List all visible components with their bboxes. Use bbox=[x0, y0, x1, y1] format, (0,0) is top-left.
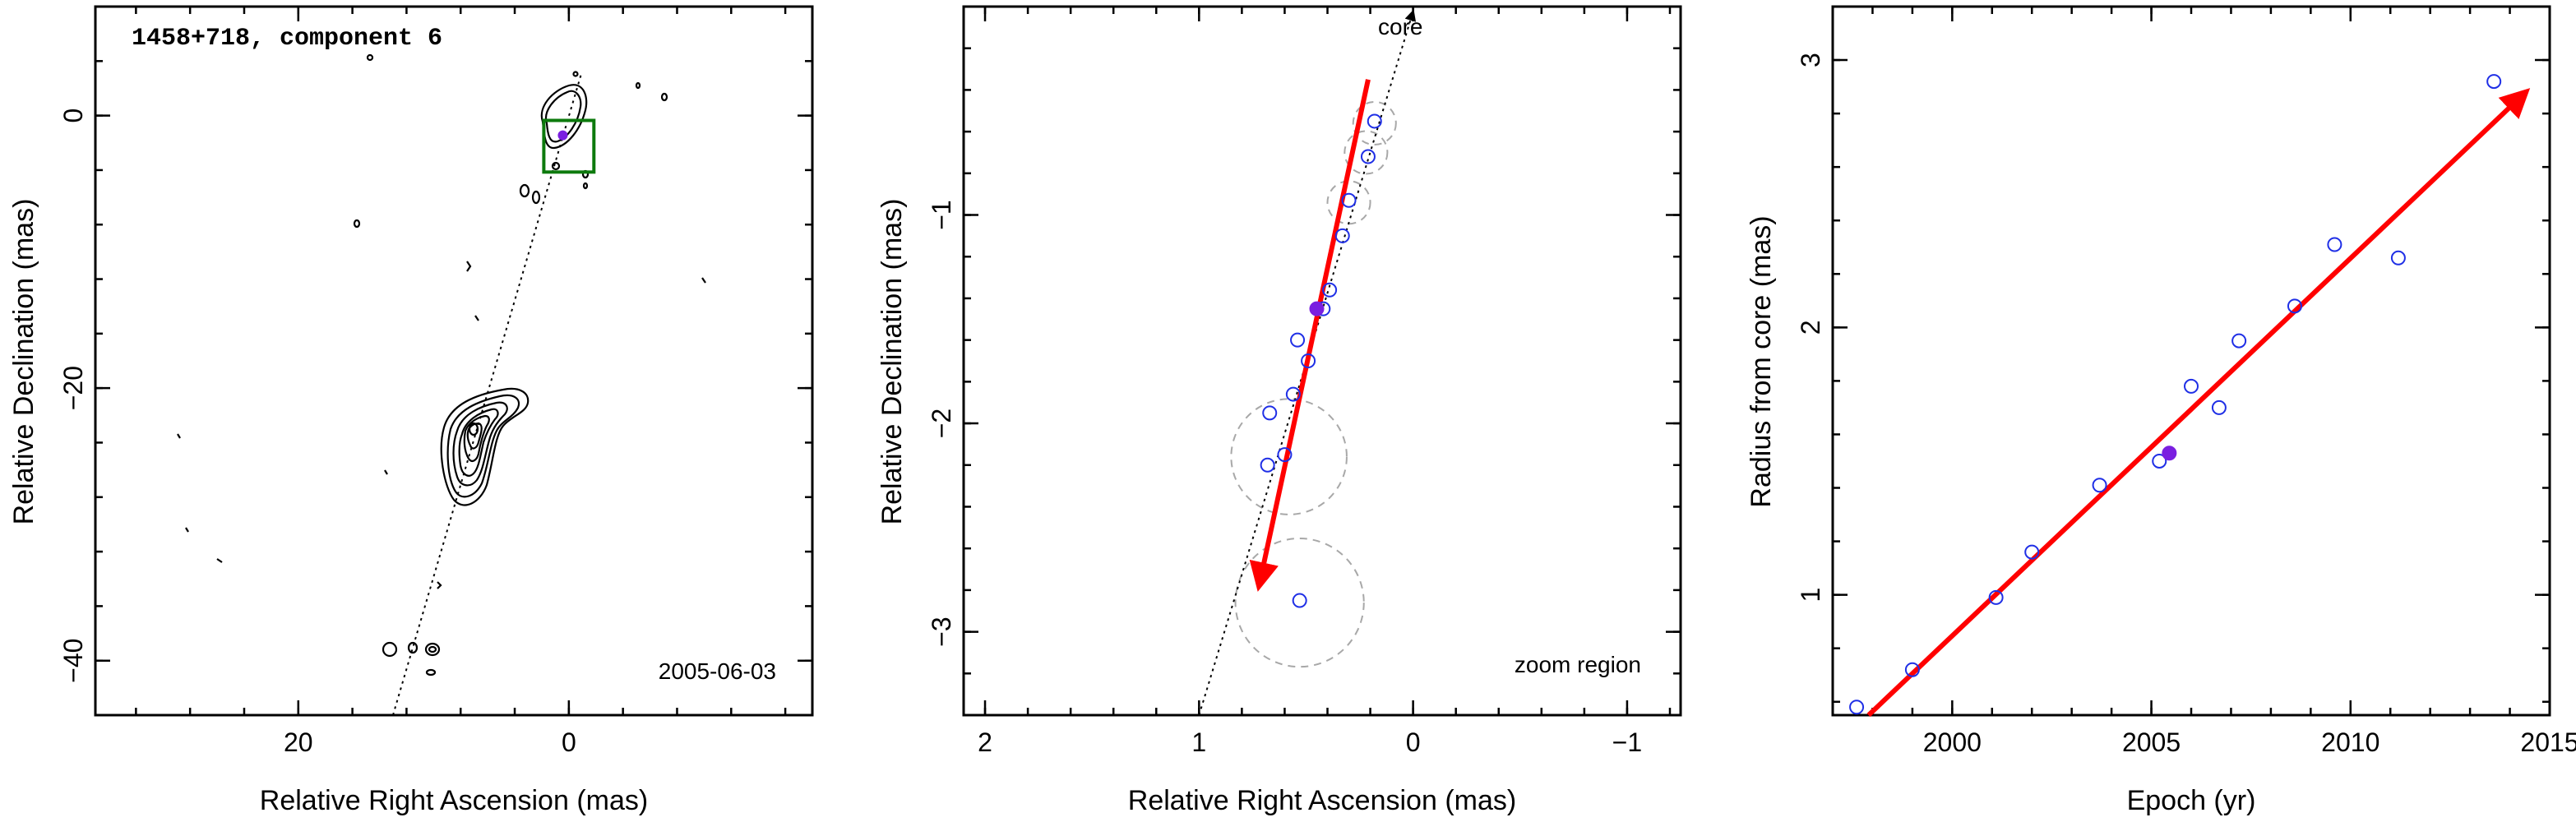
x-tick-label: 20 bbox=[284, 727, 313, 757]
data-point bbox=[2287, 298, 2302, 314]
data-point bbox=[1334, 228, 1350, 243]
data-point bbox=[1292, 593, 1307, 608]
core-annotation: core bbox=[1378, 14, 1422, 39]
y-tick-label: 0 bbox=[58, 109, 88, 123]
contour-blob bbox=[551, 161, 561, 171]
observation-date: 2005-06-03 bbox=[659, 658, 776, 684]
data-point bbox=[2327, 237, 2342, 252]
data-point bbox=[1341, 192, 1357, 208]
contour-blob bbox=[531, 190, 541, 205]
data-point bbox=[1277, 447, 1293, 463]
data-point bbox=[1849, 700, 1865, 715]
data-point bbox=[2211, 399, 2227, 415]
panel1-ticks bbox=[95, 7, 812, 715]
data-point bbox=[1262, 405, 1278, 421]
y-tick-label: −20 bbox=[58, 366, 88, 410]
panel3-x-axis-label: Epoch (yr) bbox=[2127, 785, 2256, 816]
data-point bbox=[2390, 250, 2406, 266]
data-point bbox=[1285, 386, 1301, 402]
error-circle bbox=[1326, 180, 1371, 225]
current-epoch-point bbox=[1309, 301, 1325, 316]
data-point bbox=[1322, 282, 1338, 298]
error-circle bbox=[1234, 538, 1365, 668]
y-tick-label: −1 bbox=[927, 200, 956, 229]
y-tick-label: 2 bbox=[1796, 320, 1825, 335]
data-point bbox=[2231, 333, 2247, 349]
error-circle bbox=[1352, 100, 1397, 146]
data-point bbox=[2092, 478, 2107, 493]
radius-points bbox=[1849, 74, 2502, 715]
data-point bbox=[1367, 113, 1382, 129]
data-point bbox=[2486, 74, 2502, 90]
zoom-region-box bbox=[542, 118, 596, 174]
data-point bbox=[1301, 353, 1316, 368]
panel-radius-vs-epoch: 2000 2005 2010 2015 1 2 3 Epoch (yr) Radius fr… bbox=[1746, 5, 2576, 816]
data-point bbox=[1988, 589, 2004, 605]
error-circles bbox=[1230, 100, 1397, 668]
x-tick-label: 0 bbox=[562, 727, 576, 757]
core-contour-outer bbox=[540, 84, 588, 150]
x-tick-label: 0 bbox=[1406, 727, 1421, 757]
panel1-frame bbox=[94, 5, 814, 717]
x-tick-label: 2 bbox=[978, 727, 992, 757]
zoom-region-annotation: zoom region bbox=[1515, 652, 1641, 677]
panel3-y-axis-label: Radius from core (mas) bbox=[1746, 215, 1777, 507]
y-tick-label: −3 bbox=[927, 616, 956, 646]
x-tick-label: 1 bbox=[1191, 727, 1206, 757]
core-contour-filled bbox=[544, 90, 582, 143]
contour-blob bbox=[582, 182, 589, 190]
panel2-frame bbox=[962, 5, 1682, 717]
component-marker bbox=[557, 130, 568, 141]
data-point bbox=[2152, 453, 2167, 469]
data-point bbox=[1260, 457, 1275, 473]
contour-blob bbox=[572, 71, 579, 77]
panel3-ticks bbox=[1833, 7, 2551, 715]
y-tick-label: 1 bbox=[1796, 588, 1825, 603]
current-epoch-point bbox=[2162, 446, 2177, 461]
contour-blob bbox=[635, 81, 641, 90]
panel2-y-axis-label: Relative Declination (mas) bbox=[876, 199, 908, 525]
contour-blob bbox=[660, 92, 668, 102]
x-tick-label: 2000 bbox=[1923, 727, 1982, 757]
panel1-x-axis-label: Relative Right Ascension (mas) bbox=[260, 785, 648, 816]
data-point bbox=[1360, 149, 1376, 164]
panel-contour-map: 20 0 0 −20 −40 bbox=[8, 5, 814, 816]
core-contours bbox=[519, 71, 668, 205]
y-tick-label: −2 bbox=[927, 409, 956, 438]
x-tick-label: 2010 bbox=[2321, 727, 2379, 757]
data-point bbox=[2024, 544, 2040, 560]
extended-emission-contours bbox=[440, 387, 530, 506]
scattered-contours bbox=[177, 53, 706, 677]
data-point bbox=[2184, 378, 2199, 394]
panel1-tick-labels: 20 0 0 −20 −40 bbox=[58, 109, 576, 757]
error-circle bbox=[1230, 398, 1348, 515]
fit-direction-arrow bbox=[1249, 79, 1371, 592]
panel-zoom-region: 2 1 0 −1 −1 −2 −3 core zoom region Relative Ri… bbox=[876, 5, 1682, 816]
panel1-y-axis-label: Relative Declination (mas) bbox=[8, 199, 39, 525]
panel2-ticks bbox=[964, 7, 1681, 715]
fit-line-arrow bbox=[1866, 88, 2531, 718]
panel2-x-axis-label: Relative Right Ascension (mas) bbox=[1128, 785, 1516, 816]
x-tick-label: 2005 bbox=[2122, 727, 2181, 757]
panel1-title: 1458+718, component 6 bbox=[132, 25, 442, 53]
error-circle bbox=[1343, 130, 1389, 175]
component-positions bbox=[1260, 113, 1382, 608]
panel2-tick-labels: 2 1 0 −1 −1 −2 −3 bbox=[927, 200, 1642, 757]
jet-direction-line bbox=[1198, 9, 1417, 716]
panel3-frame bbox=[1831, 5, 2551, 717]
contour-blob bbox=[519, 183, 530, 198]
y-tick-label: −40 bbox=[58, 639, 88, 683]
y-tick-label: 3 bbox=[1796, 53, 1825, 67]
data-point bbox=[1904, 662, 1920, 677]
x-tick-label: 2015 bbox=[2520, 727, 2576, 757]
data-point bbox=[1290, 332, 1306, 348]
panel3-tick-labels: 2000 2005 2010 2015 1 2 3 bbox=[1796, 53, 2576, 757]
x-tick-label: −1 bbox=[1612, 727, 1642, 757]
